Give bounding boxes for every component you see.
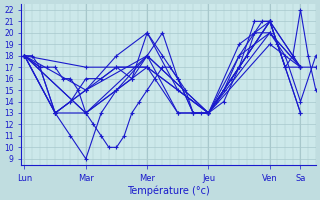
X-axis label: Température (°c): Température (°c) (127, 185, 210, 196)
